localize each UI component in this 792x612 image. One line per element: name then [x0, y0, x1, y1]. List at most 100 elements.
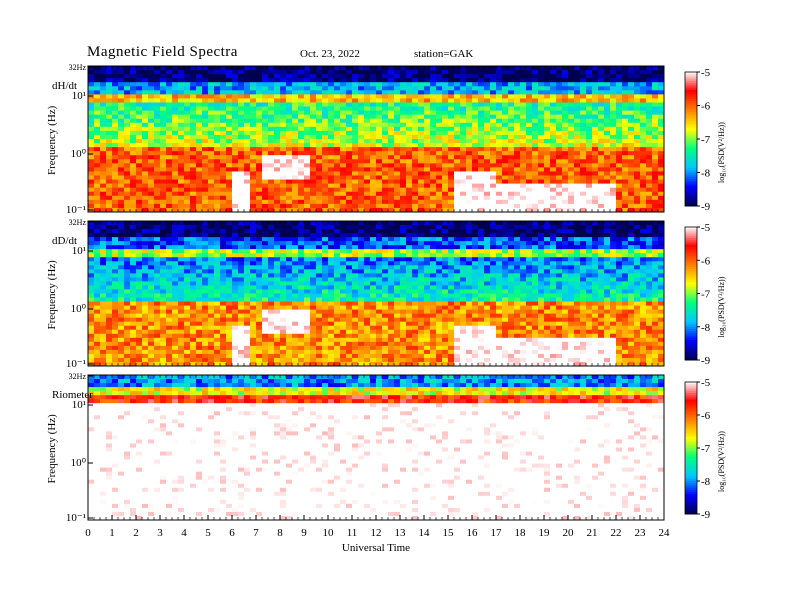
- heatmap-cell: [634, 106, 641, 112]
- heatmap-cell: [316, 269, 323, 274]
- heatmap-cell: [172, 134, 179, 140]
- heatmap-cell: [346, 102, 353, 107]
- heatmap-cell: [280, 74, 287, 79]
- heatmap-cell: [358, 122, 365, 128]
- heatmap-cell: [394, 70, 401, 75]
- heatmap-cell: [394, 199, 401, 205]
- heatmap-cell: [514, 199, 521, 205]
- heatmap-cell: [166, 163, 173, 168]
- heatmap-cell: [652, 249, 659, 254]
- heatmap-cell: [364, 229, 371, 234]
- heatmap-cell: [250, 98, 257, 103]
- heatmap-cell: [196, 237, 203, 242]
- heatmap-cell: [154, 139, 161, 144]
- heatmap-cell: [394, 191, 401, 197]
- heatmap-cell: [370, 257, 377, 262]
- heatmap-cell: [358, 179, 365, 185]
- heatmap-cell: [154, 257, 161, 262]
- heatmap-cell: [142, 110, 149, 116]
- heatmap-cell: [640, 249, 647, 254]
- heatmap-cell: [532, 195, 539, 201]
- heatmap-cell: [388, 70, 395, 75]
- heatmap-cell: [130, 195, 137, 201]
- heatmap-cell: [568, 187, 575, 193]
- heatmap-cell: [106, 179, 113, 185]
- heatmap-cell: [148, 147, 155, 152]
- heatmap-cell: [292, 233, 299, 238]
- heatmap-cell: [286, 199, 293, 205]
- heatmap-cell: [460, 82, 467, 87]
- heatmap-cell: [628, 90, 635, 95]
- heatmap-cell: [652, 199, 659, 205]
- heatmap-cell: [472, 207, 479, 213]
- heatmap-cell: [328, 159, 335, 164]
- heatmap-cell: [94, 195, 101, 201]
- heatmap-cell: [280, 187, 287, 193]
- heatmap-cell: [424, 233, 431, 238]
- heatmap-cell: [346, 106, 353, 112]
- heatmap-cell: [376, 233, 383, 238]
- heatmap-cell: [256, 134, 263, 140]
- heatmap-cell: [406, 86, 413, 91]
- heatmap-cell: [136, 225, 143, 230]
- heatmap-cell: [562, 139, 569, 144]
- heatmap-cell: [628, 151, 635, 156]
- heatmap-cell: [634, 139, 641, 144]
- heatmap-cell: [208, 66, 215, 71]
- heatmap-cell: [298, 221, 305, 226]
- colorbar-tick-label: -6: [701, 101, 711, 113]
- heatmap-cell: [538, 191, 545, 197]
- heatmap-cell: [160, 74, 167, 79]
- heatmap-cell: [196, 257, 203, 262]
- heatmap-cell: [436, 163, 443, 168]
- heatmap-cell: [268, 241, 275, 246]
- heatmap-cell: [412, 114, 419, 120]
- heatmap-cell: [268, 261, 275, 266]
- heatmap-cell: [580, 203, 587, 209]
- heatmap-cell: [280, 102, 287, 107]
- heatmap-cell: [376, 143, 383, 148]
- heatmap-cell: [598, 139, 605, 144]
- heatmap-cell: [352, 86, 359, 91]
- heatmap-cell: [166, 207, 173, 213]
- heatmap-cell: [592, 98, 599, 103]
- heatmap-cell: [394, 118, 401, 124]
- heatmap-cell: [196, 233, 203, 238]
- heatmap-cell: [244, 94, 251, 99]
- heatmap-cell: [208, 130, 215, 136]
- heatmap-cell: [382, 114, 389, 120]
- heatmap-cell: [382, 78, 389, 83]
- heatmap-cell: [250, 151, 257, 156]
- heatmap-cell: [550, 90, 557, 95]
- heatmap-cell: [160, 66, 167, 71]
- heatmap-cell: [376, 151, 383, 156]
- heatmap-cell: [604, 229, 611, 234]
- heatmap-cell: [604, 207, 611, 213]
- heatmap-cell: [358, 261, 365, 266]
- heatmap-cell: [550, 134, 557, 140]
- heatmap-cell: [586, 195, 593, 201]
- heatmap-cell: [394, 233, 401, 238]
- heatmap-cell: [448, 163, 455, 168]
- heatmap-cell: [184, 241, 191, 246]
- heatmap-cell: [214, 126, 221, 132]
- heatmap-cell: [154, 203, 161, 209]
- heatmap-cell: [652, 203, 659, 209]
- heatmap-cell: [178, 167, 185, 172]
- heatmap-cell: [394, 66, 401, 71]
- heatmap-cell: [388, 195, 395, 201]
- heatmap-cell: [508, 114, 515, 120]
- heatmap-cell: [502, 199, 509, 205]
- heatmap-cell: [190, 163, 197, 168]
- heatmap-cell: [298, 167, 305, 172]
- heatmap-cell: [478, 110, 485, 116]
- heatmap-cell: [448, 183, 455, 189]
- heatmap-cell: [502, 98, 509, 103]
- heatmap-cell: [604, 171, 611, 176]
- heatmap-cell: [334, 207, 341, 213]
- heatmap-cell: [286, 126, 293, 132]
- heatmap-cell: [658, 269, 665, 274]
- heatmap-cell: [154, 183, 161, 189]
- heatmap-cell: [658, 139, 665, 144]
- heatmap-cell: [124, 179, 131, 185]
